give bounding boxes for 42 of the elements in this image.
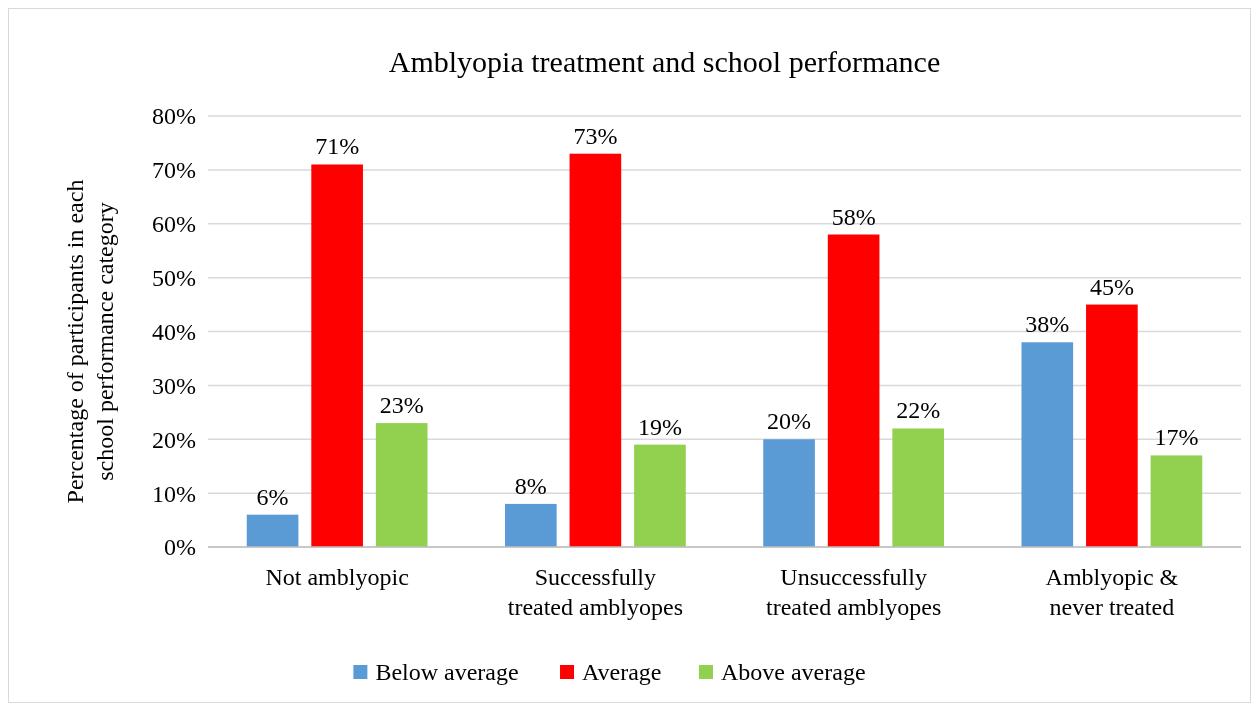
bar bbox=[892, 428, 945, 547]
bar bbox=[569, 153, 622, 547]
bar bbox=[763, 439, 815, 547]
y-tick-label: 10% bbox=[152, 480, 196, 507]
legend-label: Above average bbox=[720, 659, 866, 686]
data-label: 19% bbox=[637, 413, 682, 440]
bar bbox=[375, 423, 428, 547]
bar bbox=[1150, 455, 1203, 547]
data-label: 73% bbox=[573, 122, 618, 149]
x-tick-label: Successfully treated amblyopes bbox=[507, 564, 684, 620]
data-label: 17% bbox=[1154, 424, 1199, 451]
data-label: 45% bbox=[1089, 273, 1134, 300]
data-label: 20% bbox=[767, 408, 812, 435]
bar bbox=[634, 444, 686, 547]
data-label: 71% bbox=[315, 133, 360, 160]
data-label: 38% bbox=[1025, 311, 1070, 338]
y-axis-title: Percentage of participants in each school performance category bbox=[62, 179, 118, 504]
data-label: 6% bbox=[256, 483, 289, 510]
x-tick-label: Not amblyopic bbox=[265, 564, 409, 590]
y-tick-label: 30% bbox=[152, 372, 196, 399]
bar bbox=[1086, 304, 1138, 547]
y-tick-label: 60% bbox=[152, 211, 196, 238]
y-tick-label: 80% bbox=[152, 103, 196, 130]
y-tick-label: 20% bbox=[152, 426, 196, 453]
chart-title: Amblyopia treatment and school performance bbox=[388, 45, 941, 78]
legend-label: Below average bbox=[375, 659, 519, 686]
data-label: 8% bbox=[514, 472, 547, 499]
bar bbox=[246, 514, 299, 547]
x-tick-label: Amblyopic & never treated bbox=[1045, 564, 1179, 620]
data-label: 22% bbox=[896, 397, 941, 424]
legend-label: Average bbox=[582, 659, 662, 686]
data-label: 58% bbox=[831, 203, 876, 230]
data-label: 23% bbox=[379, 392, 424, 419]
bar bbox=[311, 164, 363, 547]
y-tick-label: 0% bbox=[164, 534, 196, 561]
bar bbox=[827, 234, 880, 547]
x-tick-label: Unsuccessfully treated amblyopes bbox=[765, 564, 942, 620]
y-tick-label: 70% bbox=[152, 157, 196, 184]
bar bbox=[1021, 342, 1074, 547]
y-tick-label: 40% bbox=[152, 318, 196, 345]
y-tick-label: 50% bbox=[152, 265, 196, 292]
bar bbox=[504, 503, 557, 547]
